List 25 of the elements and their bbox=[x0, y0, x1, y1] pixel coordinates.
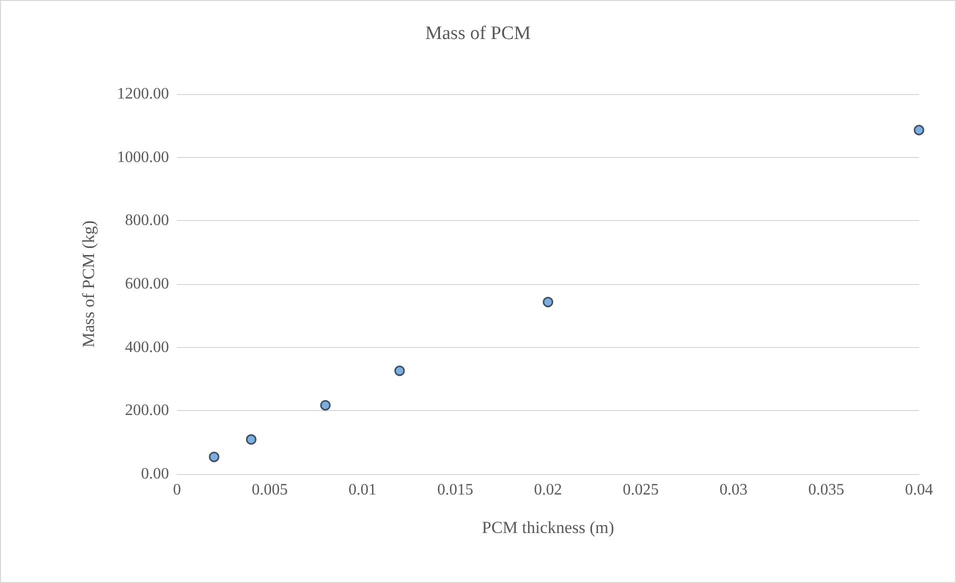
x-tick-label: 0.01 bbox=[348, 482, 376, 498]
y-tick-label: 600.00 bbox=[125, 276, 169, 292]
point bbox=[320, 400, 331, 411]
y-tick-label: 1000.00 bbox=[117, 148, 169, 166]
x-axis-title: PCM thickness (m) bbox=[482, 518, 614, 537]
point bbox=[394, 366, 405, 376]
chart-title: Mass of PCM bbox=[425, 23, 531, 44]
x-tick-label: 0.02 bbox=[534, 482, 562, 498]
x-tick-label: 0 bbox=[173, 482, 181, 498]
y-tick-label: 200.00 bbox=[125, 402, 169, 420]
y-tick-label: 800.00 bbox=[125, 212, 169, 230]
x-tick-label: 0.005 bbox=[252, 482, 288, 498]
x-tick-label: 0.03 bbox=[720, 482, 748, 498]
x-tick-label: 0.04 bbox=[905, 482, 933, 498]
x-tick-label: 0.035 bbox=[808, 482, 844, 498]
point bbox=[914, 124, 924, 136]
y-axis-title: Mass of PCM (kg) bbox=[79, 220, 98, 348]
x-tick-label: 0.025 bbox=[622, 482, 659, 498]
y-tick-label: 1200.00 bbox=[117, 86, 169, 102]
y-tick-label: 0.00 bbox=[141, 466, 169, 482]
y-tick-label: 400.00 bbox=[125, 338, 169, 356]
x-tick-label: 0.015 bbox=[437, 482, 474, 498]
point bbox=[246, 434, 256, 445]
point bbox=[542, 296, 554, 308]
point bbox=[208, 452, 220, 462]
